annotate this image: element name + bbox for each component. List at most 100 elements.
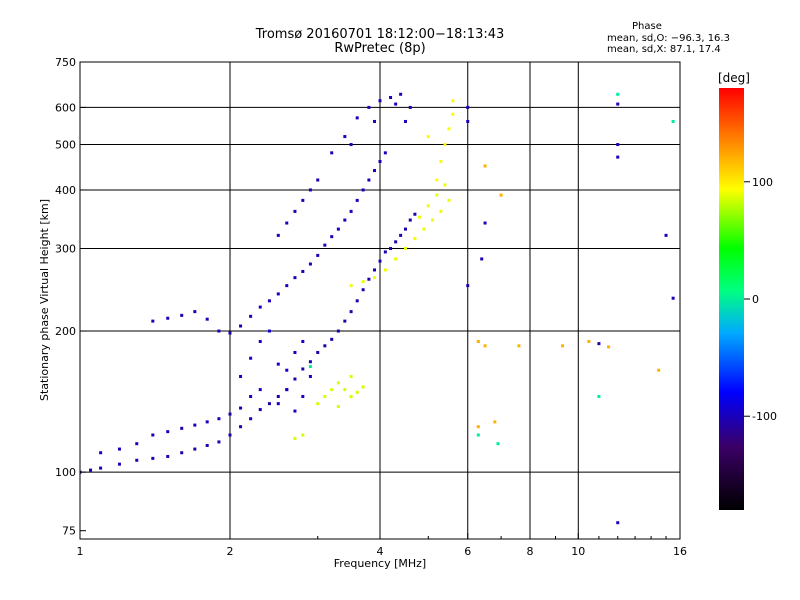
data-point: [616, 102, 620, 106]
data-point: [336, 405, 340, 409]
x-tick-label: 10: [571, 545, 585, 558]
data-point: [466, 119, 470, 123]
data-point: [267, 402, 271, 406]
data-point: [239, 374, 243, 378]
data-point: [399, 233, 403, 237]
data-point: [355, 116, 359, 120]
data-point: [99, 451, 103, 455]
data-point: [413, 237, 417, 241]
data-point: [349, 310, 353, 314]
data-point: [205, 420, 209, 424]
phase-o-stats: mean, sd,O: −96.3, 16.3: [607, 33, 730, 44]
data-point: [378, 259, 382, 263]
data-point: [308, 365, 312, 369]
data-point: [361, 280, 365, 284]
chart-title: Tromsø 20160701 18:12:00−18:13:43: [255, 27, 505, 42]
data-point: [435, 178, 439, 182]
data-point: [217, 329, 221, 333]
data-point: [417, 215, 421, 219]
data-point: [383, 268, 387, 272]
data-point: [349, 284, 353, 288]
data-point: [439, 209, 443, 213]
phase-heading: Phase: [632, 21, 662, 32]
data-point: [308, 360, 312, 364]
x-tick-label: 4: [377, 545, 384, 558]
data-point: [426, 204, 430, 208]
data-point: [413, 212, 417, 216]
data-point: [166, 454, 170, 458]
data-point: [607, 345, 611, 349]
data-point: [308, 188, 312, 192]
data-point: [361, 188, 365, 192]
data-point: [239, 425, 243, 429]
x-tick-label: 2: [227, 545, 234, 558]
data-point: [483, 344, 487, 348]
colorbar-tick-label: 100: [752, 176, 773, 189]
data-point: [587, 339, 591, 343]
data-point: [361, 288, 365, 292]
data-point: [336, 227, 340, 231]
data-point: [616, 92, 620, 96]
data-point: [373, 268, 377, 272]
phase-x-stats: mean, sd,X: 87.1, 17.4: [607, 44, 721, 55]
data-point: [117, 447, 121, 451]
data-point: [276, 402, 280, 406]
data-point: [285, 388, 289, 392]
data-point: [483, 164, 487, 168]
data-point: [336, 329, 340, 333]
data-point: [517, 344, 521, 348]
data-point: [267, 299, 271, 303]
colorbar-tick-label: 0: [752, 293, 759, 306]
data-point: [239, 324, 243, 328]
data-point: [180, 426, 184, 430]
colorbar: [719, 88, 744, 510]
data-point: [443, 143, 447, 147]
data-point: [193, 423, 197, 427]
scatter-points: [80, 92, 675, 525]
x-axis: 1 2 4 6 8 10 16: [77, 533, 687, 558]
data-point: [308, 374, 312, 378]
data-point: [389, 95, 393, 99]
data-point: [480, 257, 484, 261]
data-point: [476, 339, 480, 343]
data-point: [451, 112, 455, 116]
data-point: [205, 317, 209, 321]
data-point: [378, 99, 382, 103]
data-point: [403, 119, 407, 123]
data-point: [293, 350, 297, 354]
data-point: [408, 218, 412, 222]
data-point: [293, 409, 297, 413]
data-point: [476, 433, 480, 437]
data-point: [258, 408, 262, 412]
data-point: [439, 160, 443, 164]
y-axis-label: Stationary phase Virtual Height [km]: [38, 199, 51, 401]
colorbar-tick-label: -100: [752, 410, 777, 423]
data-point: [378, 160, 382, 164]
y-tick-label: 400: [55, 184, 76, 197]
data-point: [151, 433, 155, 437]
data-point: [285, 284, 289, 288]
data-point: [258, 339, 262, 343]
data-point: [316, 350, 320, 354]
x-tick-label: 8: [527, 545, 534, 558]
data-point: [394, 257, 398, 261]
data-point: [330, 235, 334, 239]
data-point: [349, 395, 353, 399]
y-tick-label: 500: [55, 139, 76, 152]
data-point: [499, 193, 503, 197]
data-point: [343, 319, 347, 323]
data-point: [285, 221, 289, 225]
data-point: [361, 385, 365, 389]
data-point: [394, 102, 398, 106]
data-point: [293, 276, 297, 280]
data-point: [330, 388, 334, 392]
data-point: [301, 269, 305, 273]
data-point: [671, 296, 675, 300]
y-tick-label: 75: [62, 525, 76, 538]
data-point: [466, 284, 470, 288]
data-point: [323, 395, 327, 399]
data-point: [443, 183, 447, 187]
data-point: [135, 442, 139, 446]
data-point: [597, 395, 601, 399]
